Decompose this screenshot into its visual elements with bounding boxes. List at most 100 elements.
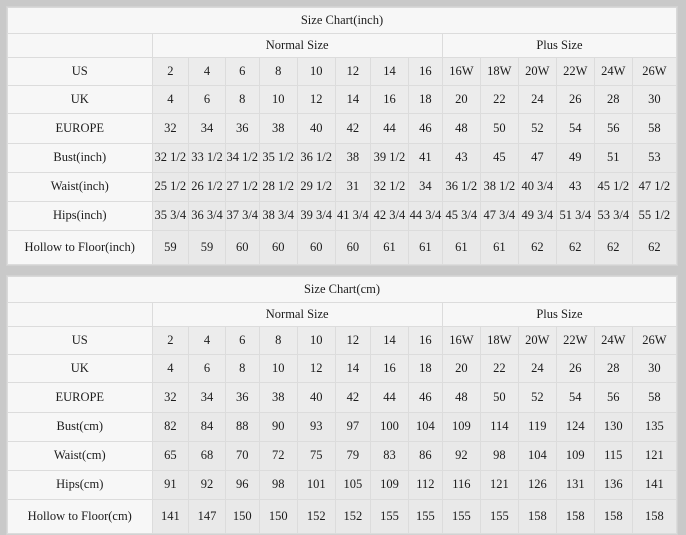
table-cell: 8 — [258, 326, 298, 355]
size-chart-inch: Size Chart(inch) Normal Size Plus Size US 2 4… — [6, 6, 678, 266]
table-cell: 79 — [334, 441, 371, 471]
row-label: Waist(cm) — [7, 441, 153, 471]
table-cell: 62 — [593, 230, 633, 265]
table-cell: 109 — [369, 470, 409, 500]
table-cell: 90 — [258, 412, 298, 442]
group-header-plus-size: Plus Size — [441, 33, 678, 58]
table-cell: 40 — [296, 113, 336, 144]
table-cell: 24 — [517, 85, 557, 114]
table-cell: 65 — [151, 441, 190, 471]
table-cell: 52 — [517, 113, 557, 144]
table-cell: 26 — [555, 354, 595, 383]
table-cell: 49 3/4 — [517, 201, 557, 231]
table-cell: 121 — [479, 470, 519, 500]
table-cell: 24W — [593, 57, 633, 86]
table-cell: 41 — [407, 143, 443, 173]
table-cell: 55 1/2 — [631, 201, 678, 231]
table-cell: 10 — [258, 85, 298, 114]
table-cell: 158 — [555, 499, 595, 534]
table-cell: 45 3/4 — [441, 201, 481, 231]
row-label: Bust(cm) — [7, 412, 153, 442]
chart-title-row: Size Chart(inch) — [7, 7, 677, 34]
table-cell: 8 — [258, 57, 298, 86]
table-cell: 62 — [517, 230, 557, 265]
table-cell: 33 1/2 — [188, 143, 226, 173]
table-cell: 36 — [224, 113, 260, 144]
table-cell: 104 — [407, 412, 443, 442]
table-cell: 22 — [479, 85, 519, 114]
table-cell: 12 — [296, 354, 336, 383]
table-cell: 82 — [151, 412, 190, 442]
table-cell: 62 — [631, 230, 678, 265]
table-cell: 4 — [151, 354, 190, 383]
table-row: EUROPE 32 34 36 38 40 42 44 46 48 50 52 54 56 58 — [7, 382, 678, 413]
table-cell: 8 — [224, 85, 260, 114]
table-cell: 92 — [441, 441, 481, 471]
table-cell: 109 — [441, 412, 481, 442]
table-cell: 48 — [441, 113, 481, 144]
table-cell: 16 — [369, 354, 409, 383]
table-cell: 18 — [407, 85, 443, 114]
table-cell: 53 3/4 — [593, 201, 633, 231]
table-cell: 136 — [593, 470, 633, 500]
table-cell: 130 — [593, 412, 633, 442]
table-cell: 10 — [296, 57, 336, 86]
table-cell: 75 — [296, 441, 336, 471]
table-cell: 18 — [407, 354, 443, 383]
table-cell: 6 — [188, 354, 226, 383]
table-cell: 60 — [224, 230, 260, 265]
table-cell: 34 1/2 — [224, 143, 260, 173]
table-cell: 150 — [224, 499, 260, 534]
table-row: Hips(inch) 35 3/4 36 3/4 37 3/4 38 3/4 39 3/4… — [7, 201, 678, 231]
table-row: Hollow to Floor(inch) 59 59 60 60 60 60 61 61 61 6… — [7, 230, 678, 265]
table-cell: 39 3/4 — [296, 201, 336, 231]
table-cell: 34 — [188, 113, 226, 144]
table-cell: 47 1/2 — [631, 172, 678, 202]
table-cell: 147 — [188, 499, 226, 534]
group-header-plus-size: Plus Size — [441, 302, 678, 327]
table-cell: 50 — [479, 382, 519, 413]
table-cell: 46 — [407, 113, 443, 144]
group-header-normal-size: Normal Size — [151, 302, 443, 327]
size-chart-cm: Size Chart(cm) Normal Size Plus Size US 2 4 6 8… — [6, 275, 678, 535]
group-header-corner — [7, 302, 153, 327]
table-cell: 18W — [479, 326, 519, 355]
chart-title: Size Chart(inch) — [7, 7, 677, 34]
table-cell: 26W — [631, 326, 678, 355]
table-cell: 8 — [224, 354, 260, 383]
table-cell: 44 — [369, 113, 409, 144]
table-cell: 38 — [334, 143, 371, 173]
table-cell: 14 — [369, 326, 409, 355]
table-cell: 114 — [479, 412, 519, 442]
table-cell: 41 3/4 — [334, 201, 371, 231]
table-cell: 4 — [151, 85, 190, 114]
table-cell: 36 — [224, 382, 260, 413]
table-cell: 25 1/2 — [151, 172, 190, 202]
table-cell: 2 — [151, 326, 190, 355]
table-cell: 28 — [593, 354, 633, 383]
table-row: Bust(inch) 32 1/2 33 1/2 34 1/2 35 1/2 36 1/2… — [7, 143, 678, 173]
table-cell: 48 — [441, 382, 481, 413]
table-cell: 49 — [555, 143, 595, 173]
table-cell: 34 — [407, 172, 443, 202]
table-cell: 16 — [407, 57, 443, 86]
table-cell: 26W — [631, 57, 678, 86]
table-cell: 40 — [296, 382, 336, 413]
row-label: Hips(inch) — [7, 201, 153, 231]
table-row: Waist(inch) 25 1/2 26 1/2 27 1/2 28 1/2 29 1/… — [7, 172, 678, 202]
table-cell: 104 — [517, 441, 557, 471]
table-cell: 26 — [555, 85, 595, 114]
table-cell: 51 — [593, 143, 633, 173]
table-cell: 100 — [369, 412, 409, 442]
table-cell: 91 — [151, 470, 190, 500]
table-cell: 44 — [369, 382, 409, 413]
group-header-row: Normal Size Plus Size — [7, 302, 678, 327]
group-header-normal-size: Normal Size — [151, 33, 443, 58]
table-cell: 28 — [593, 85, 633, 114]
table-cell: 135 — [631, 412, 678, 442]
table-cell: 84 — [188, 412, 226, 442]
table-cell: 96 — [224, 470, 260, 500]
row-label: Hollow to Floor(cm) — [7, 499, 153, 534]
group-header-row: Normal Size Plus Size — [7, 33, 678, 58]
